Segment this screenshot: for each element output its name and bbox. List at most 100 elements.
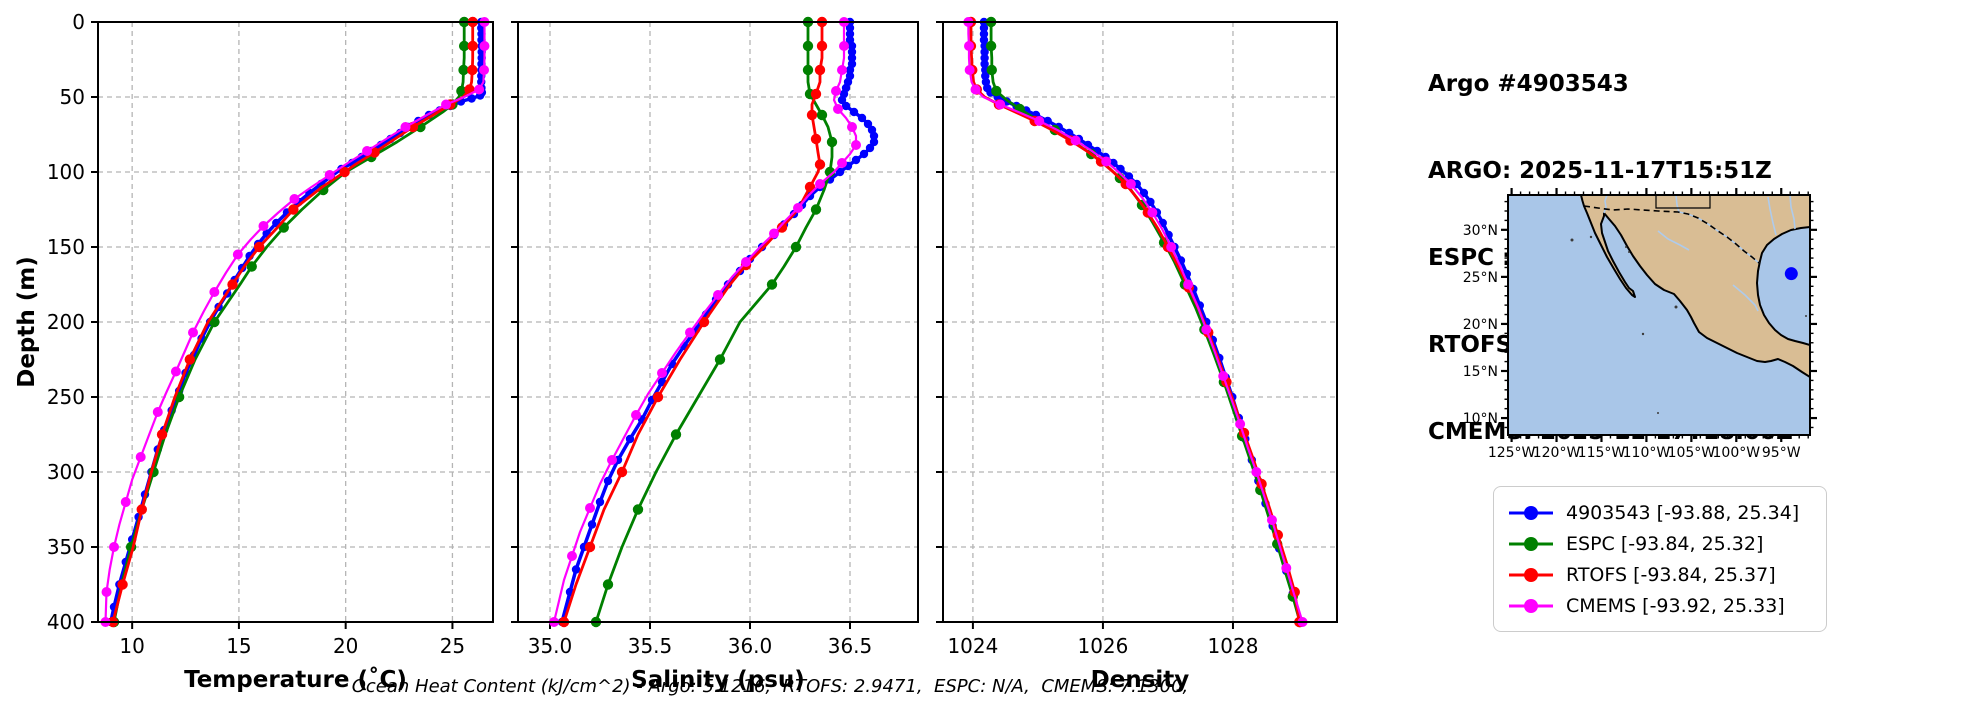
legend-marker <box>1509 598 1553 613</box>
chart-temperature: 10 15 20 25 0 50 100 150 200 250 300 350 400 Temperat… <box>14 10 494 693</box>
series-marker <box>865 143 875 153</box>
series-marker <box>831 86 841 96</box>
series-marker <box>810 204 822 215</box>
series-marker <box>1139 188 1149 198</box>
series-marker <box>835 167 845 177</box>
series-marker <box>776 222 788 233</box>
map-tick-marks <box>1501 188 1817 442</box>
axis-tick-labels: 35.0 35.5 36.0 36.5 <box>528 634 873 658</box>
argo-timestamp: ARGO: 2025-11-17T15:51Z <box>1428 158 1772 184</box>
x-tick-label: 36.5 <box>828 634 873 658</box>
series-marker <box>802 40 814 52</box>
series-marker <box>869 131 879 141</box>
series-marker <box>847 41 857 51</box>
series-marker <box>657 368 667 378</box>
location-map: 125°W 120°W 115°W 110°W 105°W 100°W 95°W 30°N 25… <box>1463 188 1817 461</box>
series-marker <box>184 354 196 365</box>
map-lat-label: 30°N <box>1463 223 1498 239</box>
y-tick-label: 200 <box>47 310 85 334</box>
series-marker <box>587 520 597 529</box>
series-marker <box>1266 515 1277 525</box>
series-marker <box>625 434 635 444</box>
grid-lines <box>518 22 918 622</box>
series-marker <box>136 504 147 515</box>
legend-item-espc: ESPC [-93.84, 25.32] <box>1508 528 1812 559</box>
series-marker <box>986 64 997 76</box>
series-marker <box>209 316 220 328</box>
y-tick-label: 0 <box>72 10 85 34</box>
series-marker <box>766 279 778 290</box>
x-tick-label: 1028 <box>1208 634 1259 658</box>
series-marker <box>816 40 828 52</box>
map-lon-label: 115°W <box>1578 445 1626 461</box>
series-marker <box>806 109 818 121</box>
series-marker <box>847 53 857 63</box>
state-border-lines <box>1655 195 1711 209</box>
series-marker <box>841 101 851 111</box>
series-marker <box>458 64 469 76</box>
y-tick-label: 50 <box>60 85 85 109</box>
x-tick-label: 15 <box>226 634 251 658</box>
legend-item-4903543: 4903543 [-93.88, 25.34] <box>1508 497 1812 528</box>
series-marker <box>324 170 335 180</box>
series-marker <box>456 85 467 97</box>
series-marker <box>458 40 470 52</box>
chart-density: 1024 1026 1028 Density <box>936 16 1338 693</box>
legend-label: ESPC [-93.84, 25.32] <box>1566 532 1764 555</box>
legend-item-rtofs: RTOFS [-93.84, 25.37] <box>1508 559 1812 590</box>
y-tick-label: 250 <box>47 385 85 409</box>
series-line <box>111 22 475 623</box>
series-marker <box>845 23 855 33</box>
series-marker <box>970 84 981 95</box>
map-lon-label: 110°W <box>1623 445 1671 461</box>
series-marker <box>631 410 641 420</box>
series-marker <box>571 565 581 574</box>
series-marker <box>246 261 257 272</box>
series-marker <box>741 257 751 267</box>
series-marker <box>980 53 989 63</box>
series-CMEMS <box>100 17 490 627</box>
y-tick-label: 350 <box>47 535 85 559</box>
series-marker <box>339 166 350 178</box>
series-marker <box>685 327 695 338</box>
map-lon-label: 120°W <box>1533 445 1581 461</box>
series-marker <box>810 88 822 100</box>
map-lat-label: 10°N <box>1463 411 1498 427</box>
series-marker <box>995 99 1006 110</box>
series-marker <box>714 354 726 365</box>
land-mexico <box>1580 195 1810 378</box>
series-marker <box>441 99 452 110</box>
series-marker <box>1218 371 1229 381</box>
series-marker <box>362 146 373 156</box>
x-tick-label: 1026 <box>1077 634 1128 658</box>
axis-tick-marks <box>511 21 851 629</box>
series-marker <box>979 23 989 33</box>
legend-item-cmems: CMEMS [-93.92, 25.33] <box>1508 590 1812 621</box>
map-lon-label: 105°W <box>1668 445 1716 461</box>
series-marker <box>859 149 869 159</box>
legend-label: 4903543 [-93.88, 25.34] <box>1566 501 1800 524</box>
x-tick-label: 20 <box>333 634 358 658</box>
series-marker <box>837 158 847 168</box>
series-marker <box>1034 116 1045 126</box>
series-marker <box>698 316 710 328</box>
series-marker <box>467 64 478 76</box>
series-marker <box>1235 419 1246 429</box>
series-marker <box>833 104 843 114</box>
series-marker <box>474 84 485 95</box>
series-marker <box>985 40 997 52</box>
series-marker <box>857 113 867 123</box>
y-axis-title: Depth (m) <box>14 256 40 388</box>
series-marker <box>567 551 577 561</box>
series-marker <box>1146 197 1155 207</box>
series-marker <box>815 179 825 189</box>
series-marker <box>101 587 112 597</box>
series-marker <box>964 65 975 75</box>
y-tick-label: 150 <box>47 235 85 259</box>
series-marker <box>769 228 779 239</box>
series-marker <box>845 65 855 75</box>
x-tick-label: 25 <box>440 634 465 658</box>
series-marker <box>804 181 816 193</box>
series-marker <box>479 41 490 51</box>
